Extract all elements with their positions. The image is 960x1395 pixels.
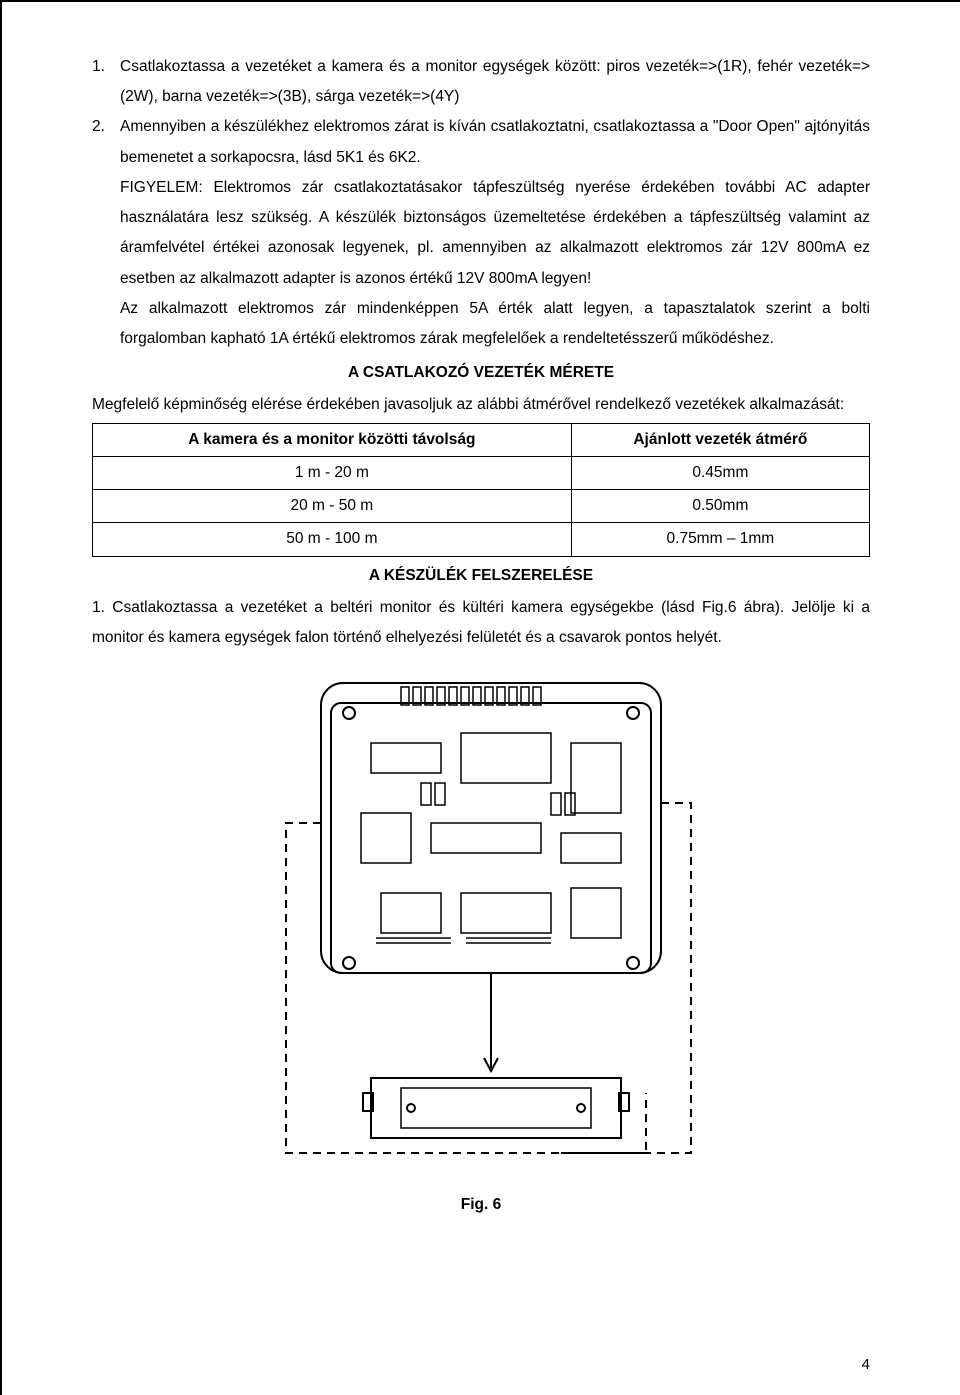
body-text: 1. Csatlakoztassa a vezetéket a kamera é… xyxy=(92,52,870,1221)
list-item-2-p1: Amennyiben a készülékhez elektromos zára… xyxy=(120,112,870,172)
cable-section-intro: Megfelelő képminőség elérése érdekében j… xyxy=(92,390,870,420)
install-section-title: A KÉSZÜLÉK FELSZERELÉSE xyxy=(92,561,870,591)
table-cell: 0.75mm – 1mm xyxy=(571,523,869,556)
cable-section-title: A CSATLAKOZÓ VEZETÉK MÉRETE xyxy=(92,358,870,388)
figure-6: Fig. 6 xyxy=(92,673,870,1220)
table-header-diameter: Ajánlott vezeték átmérő xyxy=(571,423,869,456)
table-cell: 20 m - 50 m xyxy=(93,490,572,523)
table-header-row: A kamera és a monitor közötti távolság A… xyxy=(93,423,870,456)
list-item-2-p3: Az alkalmazott elektromos zár mindenképp… xyxy=(120,294,870,354)
list-item-1-text: Csatlakoztassa a vezetéket a kamera és a… xyxy=(120,52,870,112)
table-cell: 1 m - 20 m xyxy=(93,456,572,489)
list-item-1-num: 1. xyxy=(92,52,120,82)
figure-6-caption: Fig. 6 xyxy=(92,1190,870,1220)
list-item-2-p2: FIGYELEM: Elektromos zár csatlakoztatása… xyxy=(120,173,870,294)
install-item-1: 1. Csatlakoztassa a vezetéket a beltéri … xyxy=(92,593,870,653)
install-item-1-text: Csatlakoztassa a vezetéket a beltéri mon… xyxy=(92,599,870,646)
table-header-distance: A kamera és a monitor közötti távolság xyxy=(93,423,572,456)
install-item-1-num: 1. xyxy=(92,599,105,616)
list-item-1: 1. Csatlakoztassa a vezetéket a kamera é… xyxy=(92,52,870,112)
table-cell: 0.50mm xyxy=(571,490,869,523)
figure-6-diagram xyxy=(251,673,711,1173)
list-item-2: 2. Amennyiben a készülékhez elektromos z… xyxy=(92,112,870,172)
page-number: 4 xyxy=(862,1356,870,1373)
table-row: 20 m - 50 m 0.50mm xyxy=(93,490,870,523)
table-cell: 50 m - 100 m xyxy=(93,523,572,556)
document-page: 1. Csatlakoztassa a vezetéket a kamera é… xyxy=(0,0,960,1395)
table-cell: 0.45mm xyxy=(571,456,869,489)
table-row: 1 m - 20 m 0.45mm xyxy=(93,456,870,489)
cable-table: A kamera és a monitor közötti távolság A… xyxy=(92,423,870,557)
list-item-2-num: 2. xyxy=(92,112,120,142)
table-row: 50 m - 100 m 0.75mm – 1mm xyxy=(93,523,870,556)
